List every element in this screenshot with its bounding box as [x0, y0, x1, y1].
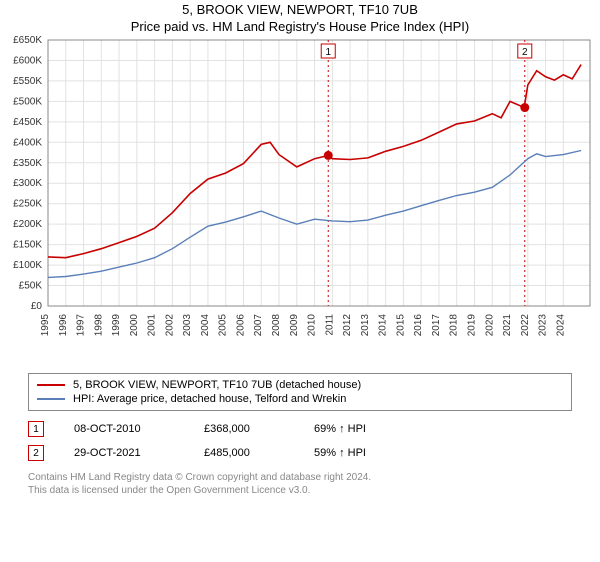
sale-date: 29-OCT-2021	[74, 447, 174, 459]
footer-line: Contains HM Land Registry data © Crown c…	[28, 471, 572, 484]
legend-swatch	[37, 398, 65, 400]
y-tick-label: £350K	[13, 158, 42, 169]
legend-label: HPI: Average price, detached house, Telf…	[73, 393, 346, 405]
legend-item: 5, BROOK VIEW, NEWPORT, TF10 7UB (detach…	[37, 378, 563, 392]
x-tick-label: 2002	[164, 314, 175, 337]
sale-hpi-delta: 69% ↑ HPI	[314, 423, 366, 435]
y-tick-label: £50K	[19, 281, 43, 292]
sale-price: £485,000	[204, 447, 284, 459]
x-tick-label: 2024	[555, 314, 566, 337]
sales-table: 1 08-OCT-2010 £368,000 69% ↑ HPI 2 29-OCT-202…	[28, 417, 572, 465]
y-tick-label: £200K	[13, 219, 42, 230]
y-tick-label: £450K	[13, 117, 42, 128]
x-tick-label: 1997	[76, 314, 87, 337]
x-tick-label: 2020	[484, 314, 495, 337]
x-tick-label: 2009	[289, 314, 300, 337]
x-tick-label: 2007	[253, 314, 264, 337]
y-tick-label: £250K	[13, 199, 42, 210]
x-tick-label: 2004	[200, 314, 211, 337]
x-tick-label: 2008	[271, 314, 282, 337]
sale-row: 2 29-OCT-2021 £485,000 59% ↑ HPI	[28, 441, 572, 465]
y-tick-label: £500K	[13, 96, 42, 107]
x-tick-label: 2012	[342, 314, 353, 337]
x-tick-label: 1995	[40, 314, 51, 337]
page-title: 5, BROOK VIEW, NEWPORT, TF10 7UB	[0, 2, 600, 17]
sale-marker-cell: 1	[28, 421, 44, 437]
x-tick-label: 1996	[58, 314, 69, 337]
legend-item: HPI: Average price, detached house, Telf…	[37, 392, 563, 406]
x-tick-label: 1998	[93, 314, 104, 337]
x-tick-label: 2005	[218, 314, 229, 337]
x-tick-label: 2021	[502, 314, 513, 337]
sale-date: 08-OCT-2010	[74, 423, 174, 435]
x-tick-label: 2010	[307, 314, 318, 337]
y-tick-label: £300K	[13, 178, 42, 189]
sale-price: £368,000	[204, 423, 284, 435]
sale-row: 1 08-OCT-2010 £368,000 69% ↑ HPI	[28, 417, 572, 441]
footer-line: This data is licensed under the Open Gov…	[28, 484, 572, 497]
legend-label: 5, BROOK VIEW, NEWPORT, TF10 7UB (detach…	[73, 379, 361, 391]
y-tick-label: £650K	[13, 35, 42, 46]
x-tick-label: 2016	[413, 314, 424, 337]
x-tick-label: 2015	[395, 314, 406, 337]
x-tick-label: 2006	[235, 314, 246, 337]
x-tick-label: 2019	[466, 314, 477, 337]
x-tick-label: 2023	[538, 314, 549, 337]
chart-svg: £0 £50K £100K £150K £200K £250K £300K £350K £400…	[0, 34, 600, 364]
price-chart: £0 £50K £100K £150K £200K £250K £300K £350K £400…	[0, 34, 600, 369]
y-tick-label: £150K	[13, 240, 42, 251]
x-tick-label: 2000	[129, 314, 140, 337]
sale-marker-number: 1	[325, 47, 331, 58]
y-tick-label: £400K	[13, 137, 42, 148]
sale-dot	[324, 151, 333, 160]
sale-marker-number: 2	[522, 47, 528, 58]
x-tick-label: 2013	[360, 314, 371, 337]
x-tick-label: 2022	[520, 314, 531, 337]
y-tick-label: £550K	[13, 76, 42, 87]
sale-dot	[520, 103, 529, 112]
footer-attribution: Contains HM Land Registry data © Crown c…	[28, 471, 572, 497]
legend-swatch	[37, 384, 65, 386]
legend: 5, BROOK VIEW, NEWPORT, TF10 7UB (detach…	[28, 373, 572, 411]
x-tick-label: 2017	[431, 314, 442, 337]
x-tick-label: 2011	[324, 314, 335, 336]
sale-marker-cell: 2	[28, 445, 44, 461]
y-tick-label: £600K	[13, 55, 42, 66]
y-tick-label: £100K	[13, 260, 42, 271]
x-tick-label: 2001	[147, 314, 158, 337]
page-subtitle: Price paid vs. HM Land Registry's House …	[0, 19, 600, 34]
sale-hpi-delta: 59% ↑ HPI	[314, 447, 366, 459]
x-tick-label: 2018	[449, 314, 460, 337]
y-tick-label: £0	[31, 301, 43, 312]
x-tick-label: 1999	[111, 314, 122, 337]
x-tick-label: 2003	[182, 314, 193, 337]
x-tick-label: 2014	[378, 314, 389, 337]
